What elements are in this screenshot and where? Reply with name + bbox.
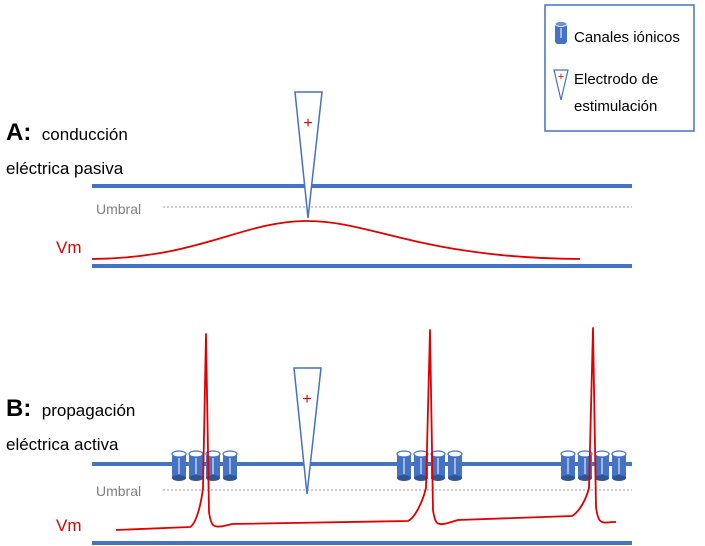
panel-a-vm-trace: [91, 220, 581, 260]
panel-a-electrode-sign: +: [303, 115, 312, 132]
legend-electrode-label-line1: Electrodo de: [574, 71, 658, 88]
panel-b-ion-channels: [171, 450, 627, 481]
legend: Canales iónicos + Electrodo de estimulac…: [544, 4, 695, 132]
panel-b-letter: B:: [6, 395, 31, 422]
ion-channel-icon: [554, 21, 568, 44]
legend-ion-channels-label: Canales iónicos: [574, 29, 680, 46]
panel-a-label-line1: conducción: [42, 125, 128, 144]
panel-b: B: propagación eléctrica activa Umbral V…: [6, 327, 632, 545]
ion-channel-icon: [447, 450, 463, 481]
panel-b-vm-trace: [115, 327, 616, 531]
ion-channel-icon: [594, 450, 610, 481]
legend-box: [544, 4, 695, 132]
ion-channel-icon: [430, 450, 446, 481]
ion-channel-icon: [396, 450, 412, 481]
ion-channel-icon: [611, 450, 627, 481]
legend-electrode-label-line2: estimulación: [574, 98, 657, 115]
panel-a: A: conducción eléctrica pasiva Umbral Vm…: [6, 91, 632, 268]
ion-channel-icon: [413, 450, 429, 481]
panel-b-electrode: +: [293, 367, 322, 495]
panel-b-electrode-sign: +: [302, 391, 311, 408]
panel-b-threshold-label: Umbral: [96, 483, 141, 499]
ion-channel-icon: [205, 450, 221, 481]
panel-b-vm-label: Vm: [56, 516, 82, 535]
panel-b-label-line1: propagación: [42, 401, 136, 420]
panel-b-title: B: propagación: [6, 395, 135, 422]
panel-a-vm-label: Vm: [56, 238, 82, 257]
panel-a-label-line2: eléctrica pasiva: [6, 159, 124, 178]
ion-channel-icon: [222, 450, 238, 481]
panel-b-label-line2: eléctrica activa: [6, 435, 119, 454]
ion-channel-icon: [560, 450, 576, 481]
ion-channel-icon: [171, 450, 187, 481]
panel-a-title: A: conducción: [6, 119, 128, 146]
svg-text:+: +: [558, 71, 564, 83]
panel-a-electrode: +: [294, 91, 323, 219]
panel-a-threshold-label: Umbral: [96, 201, 141, 217]
electrode-icon: +: [553, 69, 569, 101]
panel-a-letter: A:: [6, 119, 31, 146]
ion-channel-icon: [188, 450, 204, 481]
